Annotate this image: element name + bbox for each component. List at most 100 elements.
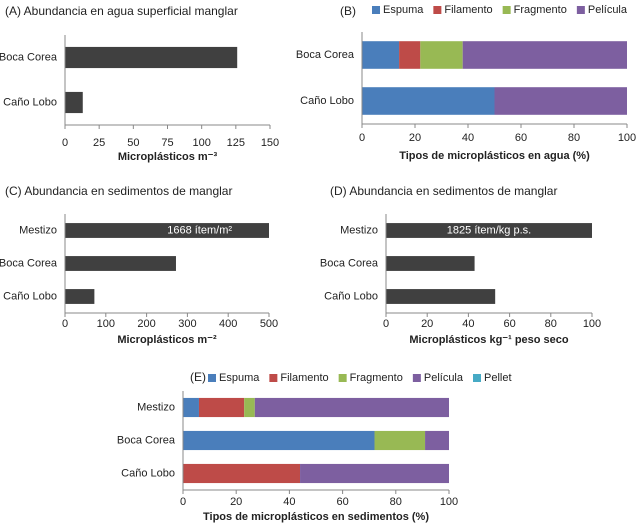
legend-label: Película: [588, 4, 628, 16]
bar-segment: [462, 41, 627, 69]
chart: [362, 41, 627, 115]
bar-segment: [183, 430, 375, 451]
x-axis-label: Microplásticos m⁻³: [118, 151, 218, 163]
legend-label: Pellet: [484, 372, 512, 384]
x-tick-label: 0: [180, 496, 186, 508]
y-tick-label: Boca Corea: [0, 257, 58, 269]
y-tick-label: Mestizo: [137, 401, 175, 413]
bar-segment: [494, 87, 627, 115]
legend-label: Espuma: [219, 372, 260, 384]
x-tick-label: 0: [62, 137, 68, 149]
bar: [386, 289, 496, 304]
x-tick-label: 20: [421, 318, 433, 330]
x-tick-label: 100: [192, 137, 210, 149]
y-tick-label: Mestizo: [19, 224, 57, 236]
bar: [65, 256, 176, 271]
y-tick-label: Boca Corea: [0, 51, 58, 63]
x-tick-label: 0: [62, 318, 68, 330]
x-tick-label: 60: [515, 132, 527, 144]
value-label: 1825 ítem/kg p.s.: [447, 224, 531, 236]
legend-swatch: [338, 374, 347, 382]
chart-title: (B): [340, 4, 356, 18]
y-tick-label: Caño Lobo: [324, 290, 378, 302]
legend-swatch: [269, 374, 278, 382]
bar: [65, 223, 269, 238]
legend-label: Fragmento: [514, 4, 567, 16]
x-tick-label: 80: [390, 496, 402, 508]
y-tick-label: Boca Corea: [320, 257, 379, 269]
x-tick-label: 400: [219, 318, 237, 330]
bar-segment: [425, 430, 449, 451]
bar: [65, 91, 83, 114]
y-tick-label: Mestizo: [340, 224, 378, 236]
bar-segment: [374, 430, 426, 451]
x-tick-label: 20: [230, 496, 242, 508]
x-axis-label: Tipos de microplásticos en agua (%): [399, 150, 590, 162]
bar-segment: [254, 397, 449, 418]
x-tick-label: 75: [161, 137, 173, 149]
legend-swatch: [208, 374, 216, 382]
chart-title: (C) Abundancia en sedimentos de manglar: [5, 184, 232, 198]
chart-title: (A) Abundancia en agua superficial mangl…: [5, 4, 238, 18]
bar-segment: [198, 397, 245, 418]
legend-label: Película: [424, 372, 464, 384]
x-tick-label: 40: [283, 496, 295, 508]
bar: [386, 256, 475, 271]
chart: [65, 223, 269, 304]
x-tick-label: 50: [127, 137, 139, 149]
bar: [386, 223, 592, 238]
legend-label: Fragmento: [350, 372, 403, 384]
bar: [65, 46, 238, 69]
x-tick-label: 125: [227, 137, 245, 149]
y-tick-label: Caño Lobo: [300, 95, 354, 107]
x-tick-label: 300: [178, 318, 196, 330]
x-tick-label: 100: [440, 496, 458, 508]
x-tick-label: 25: [93, 137, 105, 149]
x-tick-label: 40: [462, 318, 474, 330]
x-tick-label: 40: [462, 132, 474, 144]
bar-segment: [420, 41, 463, 69]
chart: [386, 223, 592, 304]
bar-segment: [244, 397, 255, 418]
legend-swatch: [473, 374, 481, 382]
y-tick-label: Caño Lobo: [121, 467, 175, 479]
x-tick-label: 80: [568, 132, 580, 144]
x-tick-label: 100: [583, 318, 601, 330]
x-axis-label: Microplásticos kg⁻¹ peso seco: [409, 334, 569, 346]
bar-segment: [300, 463, 449, 484]
y-tick-label: Caño Lobo: [3, 290, 57, 302]
legend-swatch: [433, 6, 442, 14]
legend-label: Filamento: [280, 372, 328, 384]
chart: [65, 46, 238, 114]
x-axis-label: Tipos de microplásticos en sedimentos (%…: [203, 511, 429, 523]
chart-title: (E): [190, 370, 206, 384]
legend-swatch: [372, 6, 380, 14]
x-tick-label: 0: [359, 132, 365, 144]
chart: [183, 397, 449, 484]
x-tick-label: 150: [261, 137, 279, 149]
x-tick-label: 20: [409, 132, 421, 144]
x-tick-label: 0: [383, 318, 389, 330]
legend-swatch: [576, 6, 585, 14]
bar-segment: [399, 41, 421, 69]
x-tick-label: 100: [618, 132, 636, 144]
legend-swatch: [502, 6, 511, 14]
x-tick-label: 80: [545, 318, 557, 330]
x-axis-label: Microplásticos m⁻²: [117, 334, 217, 346]
legend-label: Espuma: [383, 4, 424, 16]
y-tick-label: Boca Corea: [296, 49, 355, 61]
bar-segment: [362, 41, 400, 69]
bar-segment: [183, 463, 301, 484]
x-tick-label: 200: [137, 318, 155, 330]
bar: [65, 289, 95, 304]
x-tick-label: 100: [97, 318, 115, 330]
y-tick-label: Caño Lobo: [3, 96, 57, 108]
chart-title: (D) Abundancia en sedimentos de manglar: [330, 184, 557, 198]
x-tick-label: 60: [336, 496, 348, 508]
x-tick-label: 500: [260, 318, 278, 330]
bar-segment: [362, 87, 495, 115]
bar-segment: [183, 397, 199, 418]
legend-label: Filamento: [444, 4, 492, 16]
value-label: 1668 ítem/m²: [167, 224, 232, 236]
